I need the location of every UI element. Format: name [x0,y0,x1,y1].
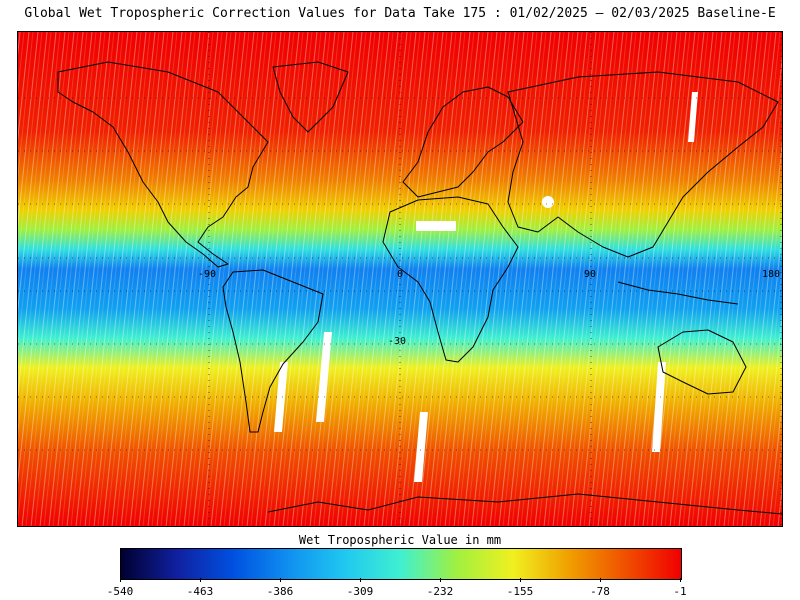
colorbar-tick-mark [440,578,441,582]
greenland-outline [272,61,349,133]
wet-tropo-map [18,32,782,526]
data-gap [274,362,288,432]
europe-outline [402,86,524,198]
colorbar-tick-label: -232 [426,585,454,598]
colorbar-tick-label: -309 [346,585,374,598]
data-gap [688,92,698,142]
lon-label-minus90: -90 [198,269,217,280]
lon-label-90: 90 [584,269,597,280]
indonesia-outline [617,281,739,305]
south-america-outline [222,269,324,433]
colorbar-tick-mark [280,578,281,582]
data-gap [542,196,554,208]
map-title: Global Wet Tropospheric Correction Value… [24,6,776,21]
colorbar-tick-mark [600,578,601,582]
colorbar-tick-mark [120,578,121,582]
colorbar-tick-label: -1 [673,585,687,598]
colorbar-tick-label: -540 [106,585,134,598]
colorbar [120,548,682,580]
colorbar-tick-mark [200,578,201,582]
asia-outline [507,71,779,258]
data-gap [414,412,428,482]
africa-outline [382,196,519,363]
colorbar-tick-mark [680,578,681,582]
lon-label-0: 0 [397,269,404,280]
north-america-outline [57,61,269,268]
colorbar-title: Wet Tropospheric Value in mm [298,533,502,547]
colorbar-tick-label: -78 [590,585,610,598]
antarctica-outline [267,493,782,515]
coastlines [57,61,782,515]
colorbar-tick-mark [520,578,521,582]
colorbar-tick-label: -155 [506,585,534,598]
australia-outline [657,329,747,395]
data-gap [652,362,666,452]
lat-label-minus30: -30 [388,336,407,347]
lon-label-180: 180 [762,269,781,280]
map-panel: -90 0 90 180 -30 [17,31,783,527]
colorbar-tick-label: -463 [186,585,214,598]
colorbar-tick-mark [360,578,361,582]
data-gap [316,332,332,422]
data-gap [416,221,456,231]
colorbar-tick-label: -386 [266,585,294,598]
